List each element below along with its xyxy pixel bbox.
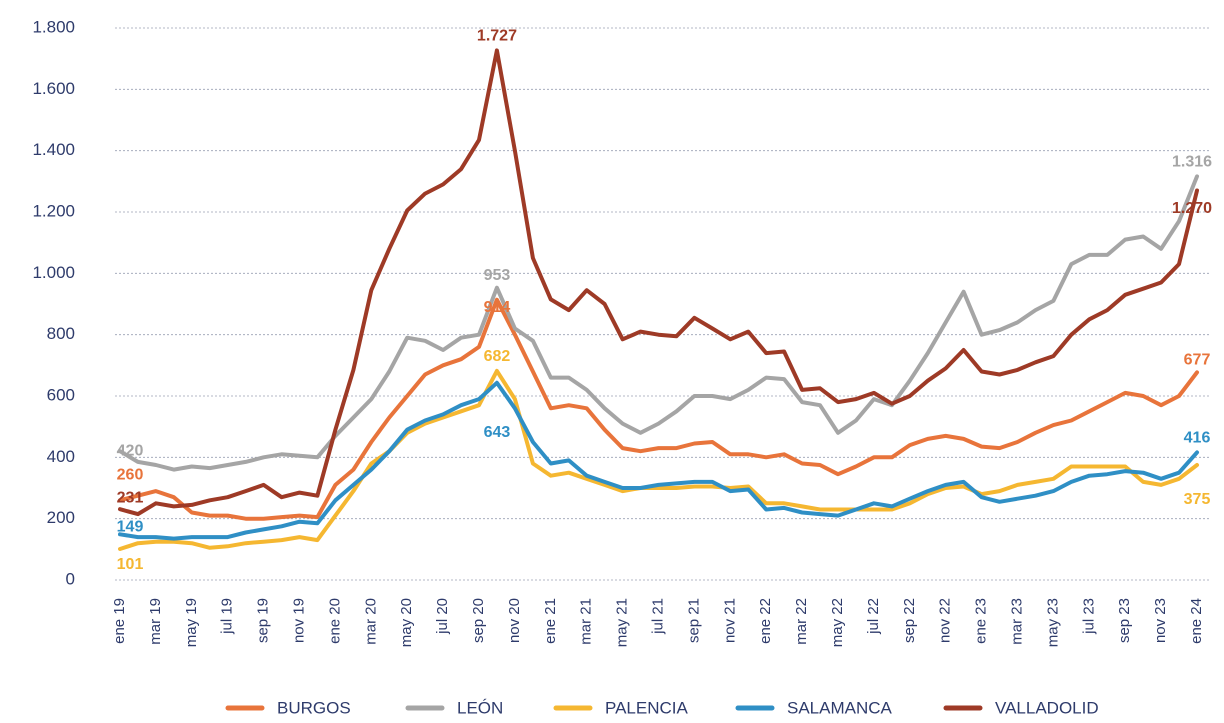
x-tick-label: ene 24 [1188, 598, 1205, 644]
x-tick-label: nov 21 [721, 598, 738, 643]
series-line [118, 368, 1199, 551]
x-tick-label: sep 22 [901, 598, 918, 643]
y-tick-label: 1.400 [32, 140, 75, 159]
data-label: 953 [484, 267, 511, 284]
x-tick-label: jul 20 [434, 598, 451, 635]
x-tick-label: jul 22 [865, 598, 882, 635]
x-tick-label: sep 20 [470, 598, 487, 643]
x-tick-label: mar 20 [362, 598, 379, 645]
x-tick-label: may 19 [183, 598, 200, 647]
x-tick-label: ene 22 [757, 598, 774, 644]
x-tick-label: ene 21 [542, 598, 559, 644]
x-tick-label: ene 19 [111, 598, 128, 644]
y-tick-label: 400 [47, 447, 75, 466]
data-label: 1.727 [477, 28, 517, 45]
x-tick-label: nov 19 [290, 598, 307, 643]
series-line [118, 48, 1199, 517]
legend-label: LEÓN [457, 698, 503, 717]
x-tick-label: jul 19 [219, 598, 236, 635]
x-tick-label: mar 19 [147, 598, 164, 645]
series-line [118, 297, 1199, 521]
data-label: 416 [1184, 430, 1211, 447]
legend-label: BURGOS [277, 698, 351, 717]
x-tick-label: sep 23 [1116, 598, 1133, 643]
y-tick-label: 600 [47, 385, 75, 404]
y-tick-label: 800 [47, 324, 75, 343]
y-tick-label: 0 [66, 569, 75, 588]
x-tick-label: may 23 [1044, 598, 1061, 647]
data-label: 260 [117, 466, 144, 483]
x-tick-label: ene 23 [973, 598, 990, 644]
data-label: 101 [117, 556, 144, 573]
x-tick-label: may 22 [829, 598, 846, 647]
data-label: 1.270 [1172, 200, 1212, 217]
x-tick-label: sep 19 [255, 598, 272, 643]
y-tick-label: 1.000 [32, 263, 75, 282]
legend-label: SALAMANCA [787, 698, 893, 717]
y-tick-label: 1.800 [32, 17, 75, 36]
series-line [118, 174, 1199, 472]
legend-label: VALLADOLID [995, 698, 1099, 717]
x-tick-label: mar 21 [578, 598, 595, 645]
legend-label: PALENCIA [605, 698, 688, 717]
y-tick-label: 200 [47, 508, 75, 527]
data-label: 914 [484, 299, 511, 316]
data-label: 1.316 [1172, 154, 1212, 171]
data-label: 375 [1184, 491, 1211, 508]
x-tick-label: mar 23 [1008, 598, 1025, 645]
x-tick-label: may 20 [398, 598, 415, 647]
data-label: 231 [117, 489, 144, 506]
x-tick-label: sep 21 [685, 598, 702, 643]
y-tick-label: 1.600 [32, 79, 75, 98]
x-tick-label: jul 23 [1080, 598, 1097, 635]
data-label: 420 [117, 442, 144, 459]
x-tick-label: nov 22 [937, 598, 954, 643]
series-line [118, 380, 1199, 541]
x-tick-label: nov 23 [1152, 598, 1169, 643]
x-tick-label: mar 22 [793, 598, 810, 645]
x-tick-label: jul 21 [649, 598, 666, 635]
x-tick-label: nov 20 [506, 598, 523, 643]
y-tick-label: 1.200 [32, 201, 75, 220]
x-tick-label: ene 20 [326, 598, 343, 644]
data-label: 682 [484, 348, 511, 365]
x-tick-label: may 21 [614, 598, 631, 647]
data-label: 643 [484, 424, 511, 441]
data-label: 149 [117, 519, 144, 536]
data-label: 677 [1184, 352, 1211, 369]
